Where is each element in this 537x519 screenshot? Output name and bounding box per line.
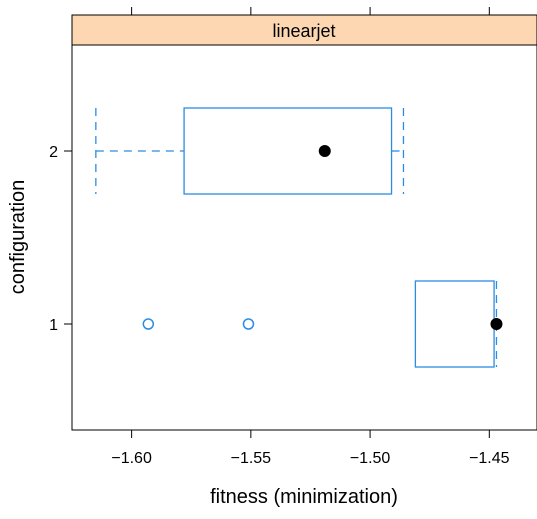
x-axis-label: fitness (minimization) bbox=[210, 486, 398, 508]
y-tick-label: 2 bbox=[49, 144, 58, 161]
x-axis-ticks bbox=[131, 430, 490, 438]
median-dot bbox=[318, 145, 331, 157]
panel-strip bbox=[71, 14, 537, 46]
y-axis-label: configuration bbox=[7, 180, 29, 295]
box-iqr bbox=[414, 280, 495, 368]
x-axis-tick-labels: −1.60 −1.55 −1.50 −1.45 bbox=[111, 450, 509, 467]
y-tick-label: 1 bbox=[49, 317, 58, 334]
box-config-1 bbox=[142, 280, 503, 368]
boxes bbox=[95, 107, 503, 368]
median-dot bbox=[490, 318, 503, 330]
outlier-point bbox=[242, 318, 255, 330]
x-tick-label: −1.60 bbox=[111, 450, 152, 467]
top-axis-ticks bbox=[131, 7, 490, 15]
box-iqr bbox=[183, 107, 393, 195]
x-tick-label: −1.55 bbox=[231, 450, 272, 467]
outlier-point bbox=[142, 318, 155, 330]
y-axis-ticks bbox=[64, 150, 72, 325]
box-config-2 bbox=[95, 107, 405, 195]
plot-frame bbox=[71, 44, 537, 431]
panel-title: linearjet bbox=[272, 21, 335, 41]
x-tick-label: −1.45 bbox=[469, 450, 510, 467]
y-axis-tick-labels: 12 bbox=[49, 144, 58, 334]
x-tick-label: −1.50 bbox=[350, 450, 391, 467]
